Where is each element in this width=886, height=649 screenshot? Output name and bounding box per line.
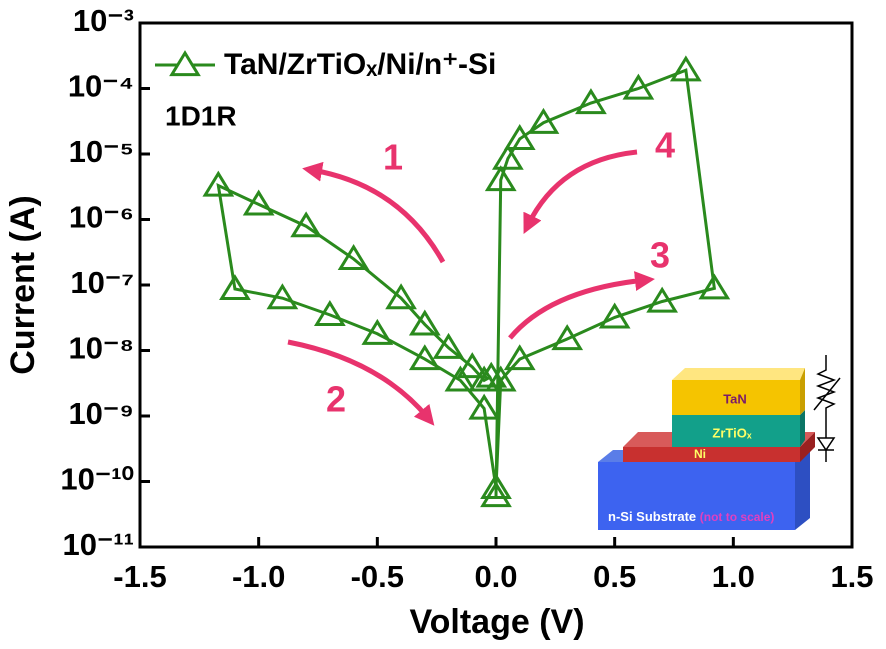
- data-point: [242, 189, 275, 216]
- data-point: [313, 299, 346, 326]
- y-tick-label: 10⁻⁹: [68, 396, 134, 431]
- data-point: [219, 274, 251, 301]
- data-point: [456, 352, 489, 379]
- substrate: [598, 462, 795, 530]
- data-point: [575, 88, 607, 115]
- zrtiox-layer: [672, 415, 800, 447]
- tan-top: [672, 368, 805, 380]
- sweep-label: 1: [383, 137, 403, 178]
- data-point: [290, 211, 323, 238]
- y-tick-label: 10⁻¹⁰: [60, 462, 134, 497]
- y-tick-label: 10⁻¹¹: [63, 527, 135, 562]
- sweep-label: 2: [326, 379, 346, 420]
- inset: TaN ZrTiOₓ Ni n-Si Substrate (not to sca…: [598, 355, 841, 530]
- tan-layer: [672, 380, 800, 415]
- data-point: [698, 273, 731, 300]
- x-tick-label: 1.0: [712, 559, 755, 594]
- y-tick-label: 10⁻⁷: [70, 265, 134, 300]
- legend-label: TaN/ZrTiOₓ/Ni/n⁺-Si: [224, 48, 496, 81]
- inset-label: n-Si Substrate (not to scale): [608, 509, 774, 524]
- y-tick-label: 10⁻⁶: [69, 200, 134, 235]
- tan-side: [800, 368, 805, 415]
- inset-label: (not to scale): [700, 510, 775, 524]
- x-axis-label: Voltage (V): [409, 603, 584, 641]
- data-point: [669, 55, 702, 82]
- data-point: [551, 324, 584, 351]
- data-point: [385, 283, 417, 310]
- x-tick-label: 1.5: [830, 559, 873, 594]
- data-point: [527, 107, 560, 134]
- arrow-2: [287, 339, 435, 426]
- sweep-arrows: [287, 149, 655, 426]
- y-tick-label: 10⁻³: [73, 3, 134, 38]
- sweep-label: 3: [650, 235, 670, 276]
- data-point: [432, 332, 465, 359]
- data-point: [444, 365, 477, 392]
- data-point: [484, 165, 517, 192]
- data-point: [480, 472, 512, 499]
- data-point: [408, 344, 441, 371]
- data-point: [480, 481, 512, 508]
- data-point: [491, 143, 524, 170]
- y-tick-label: 10⁻⁵: [69, 134, 134, 169]
- y-tick-label: 10⁻⁴: [68, 69, 134, 104]
- data-point: [408, 309, 441, 336]
- x-tick-label: -1.5: [113, 559, 166, 594]
- data-point: [266, 283, 299, 310]
- data-point: [468, 393, 501, 420]
- x-tick-label: 0.0: [474, 559, 517, 594]
- legend-marker: [169, 50, 201, 77]
- inset-label: Ni: [694, 447, 706, 461]
- arrow-3: [508, 271, 655, 340]
- x-tick-label: -0.5: [351, 559, 404, 594]
- data-point: [484, 365, 517, 392]
- x-tick-label: 0.5: [593, 559, 636, 594]
- y-axis-label: Current (A): [4, 195, 42, 374]
- data-point: [598, 302, 631, 329]
- ni-side: [800, 432, 815, 462]
- data-point: [503, 124, 536, 151]
- data-line: [216, 68, 717, 497]
- data-point: [337, 244, 370, 271]
- device-label: 1D1R: [165, 100, 237, 131]
- data-point: [622, 73, 655, 100]
- inset-label: ZrTiOₓ: [712, 425, 751, 440]
- sweep-label: 4: [655, 125, 675, 166]
- arrow-1: [302, 161, 446, 264]
- y-tick-label: 10⁻⁸: [69, 331, 135, 366]
- inset-label: TaN: [723, 391, 747, 406]
- data-point: [646, 286, 679, 313]
- ni-layer: [623, 447, 800, 462]
- inset-label: n-Si Substrate: [608, 509, 696, 524]
- arrow-4: [523, 149, 638, 234]
- circuit-symbol: [813, 355, 841, 462]
- data-point: [202, 170, 235, 197]
- data-point: [361, 318, 394, 345]
- zrtiox-side: [800, 410, 805, 447]
- data-point: [503, 344, 536, 371]
- substrate-side: [795, 450, 810, 530]
- data-point: [468, 365, 501, 392]
- x-tick-label: -1.0: [232, 559, 285, 594]
